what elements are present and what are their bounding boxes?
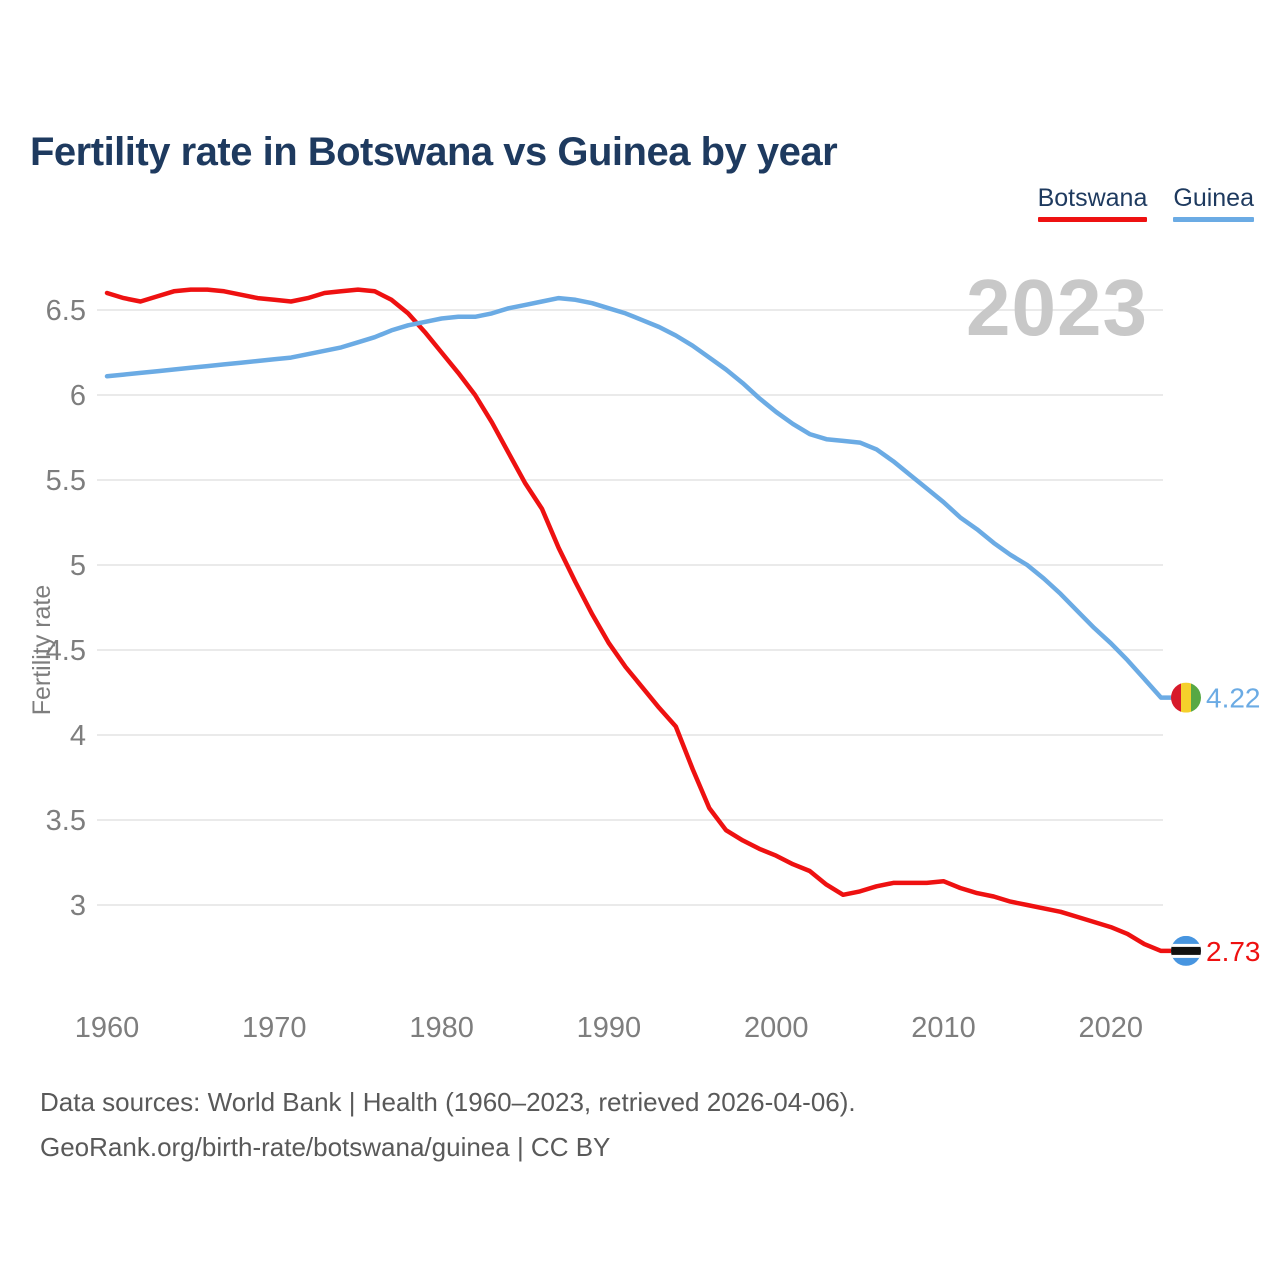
footer-data-sources: Data sources: World Bank | Health (1960–… <box>40 1087 856 1117</box>
end-value-label-guinea: 4.22 <box>1206 683 1261 714</box>
x-tick-label: 2000 <box>744 1012 809 1044</box>
legend-item-guinea[interactable]: Guinea <box>1173 184 1254 222</box>
legend-label-guinea: Guinea <box>1173 184 1254 212</box>
legend-label-botswana: Botswana <box>1037 184 1148 212</box>
y-axis-title: Fertility rate <box>28 585 56 716</box>
x-tick-label: 1970 <box>242 1012 307 1044</box>
y-tick-label: 3 <box>70 890 86 922</box>
y-tick-label: 6.5 <box>46 295 86 327</box>
footer-attribution: GeoRank.org/birth-rate/botswana/guinea |… <box>40 1131 611 1162</box>
y-tick-label: 4 <box>70 720 86 752</box>
end-value-label-botswana: 2.73 <box>1206 936 1261 967</box>
x-tick-label: 1990 <box>577 1012 642 1044</box>
y-tick-label: 4.5 <box>46 635 86 667</box>
x-tick-label: 2020 <box>1079 1012 1144 1044</box>
footer: Data sources: World Bank | Health (1960–… <box>40 1080 856 1169</box>
x-tick-label: 1980 <box>409 1012 474 1044</box>
page-title: Fertility rate in Botswana vs Guinea by … <box>30 129 838 174</box>
y-tick-label: 5.5 <box>46 465 86 497</box>
y-tick-label: 5 <box>70 550 86 582</box>
x-tick-label: 1960 <box>75 1012 140 1044</box>
y-tick-label: 6 <box>70 380 86 412</box>
flag-guinea-icon <box>1171 682 1201 713</box>
legend-swatch-botswana <box>1037 217 1148 222</box>
legend-item-botswana[interactable]: Botswana <box>1037 184 1148 222</box>
legend-swatch-guinea <box>1173 217 1254 222</box>
series-line-botswana <box>104 287 1189 954</box>
y-tick-label: 3.5 <box>46 805 86 837</box>
series-line-guinea <box>104 295 1189 700</box>
year-watermark: 2023 <box>966 263 1148 352</box>
flag-botswana-icon <box>1171 935 1201 966</box>
x-tick-label: 2010 <box>911 1012 976 1044</box>
legend: Botswana Guinea <box>1037 184 1254 222</box>
